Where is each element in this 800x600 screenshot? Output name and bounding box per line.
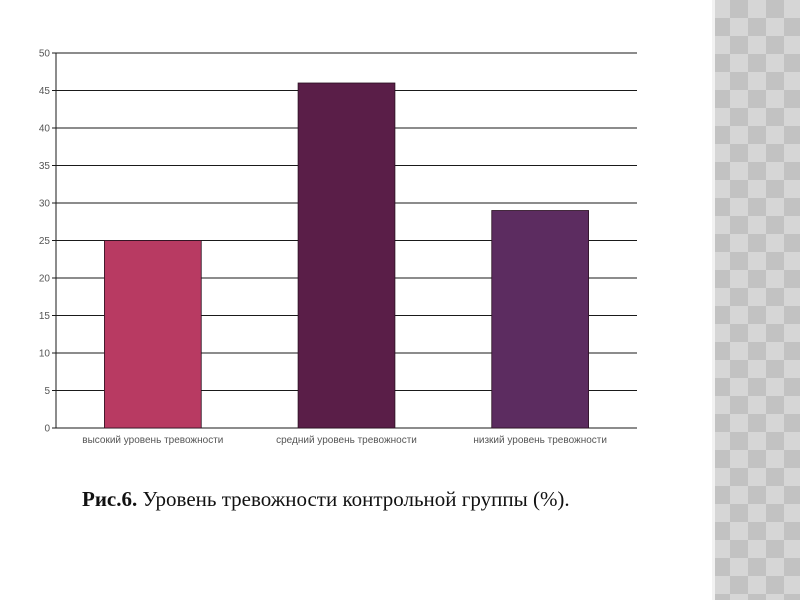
bars bbox=[104, 82, 589, 429]
bar bbox=[104, 240, 202, 429]
x-tick-label: высокий уровень тревожности bbox=[82, 435, 223, 446]
y-tick-label: 25 bbox=[39, 236, 51, 247]
x-tick-labels: высокий уровень тревожности средний урове… bbox=[82, 435, 607, 446]
x-tick-label: низкий уровень тревожности bbox=[473, 435, 607, 446]
bar bbox=[297, 82, 396, 429]
y-tick-label: 0 bbox=[44, 424, 50, 435]
y-tick-labels: 0 5 10 15 20 25 30 35 40 45 50 bbox=[39, 49, 51, 435]
y-tick-label: 45 bbox=[39, 86, 51, 97]
slide: 0 5 10 15 20 25 30 35 40 45 50 высокий уровень тре… bbox=[38, 48, 682, 515]
side-decorative-pattern bbox=[712, 0, 800, 600]
y-tick-label: 35 bbox=[39, 161, 51, 172]
y-tick-label: 40 bbox=[39, 124, 51, 135]
bar-chart: 0 5 10 15 20 25 30 35 40 45 50 высокий уровень тре… bbox=[39, 49, 637, 446]
figure-caption: Рис.6. Уровень тревожности контрольной г… bbox=[82, 484, 682, 515]
bar bbox=[491, 210, 589, 429]
y-tick-label: 5 bbox=[44, 386, 50, 397]
y-tick-label: 30 bbox=[39, 199, 51, 210]
y-tick-label: 50 bbox=[39, 49, 51, 60]
caption-text: Уровень тревожности контрольной группы (… bbox=[137, 487, 570, 511]
y-tick-label: 15 bbox=[39, 311, 51, 322]
caption-label: Рис.6. bbox=[82, 487, 138, 511]
x-tick-label: средний уровень тревожности bbox=[276, 435, 417, 446]
y-tick-label: 20 bbox=[39, 274, 51, 285]
y-tick-label: 10 bbox=[39, 349, 51, 360]
